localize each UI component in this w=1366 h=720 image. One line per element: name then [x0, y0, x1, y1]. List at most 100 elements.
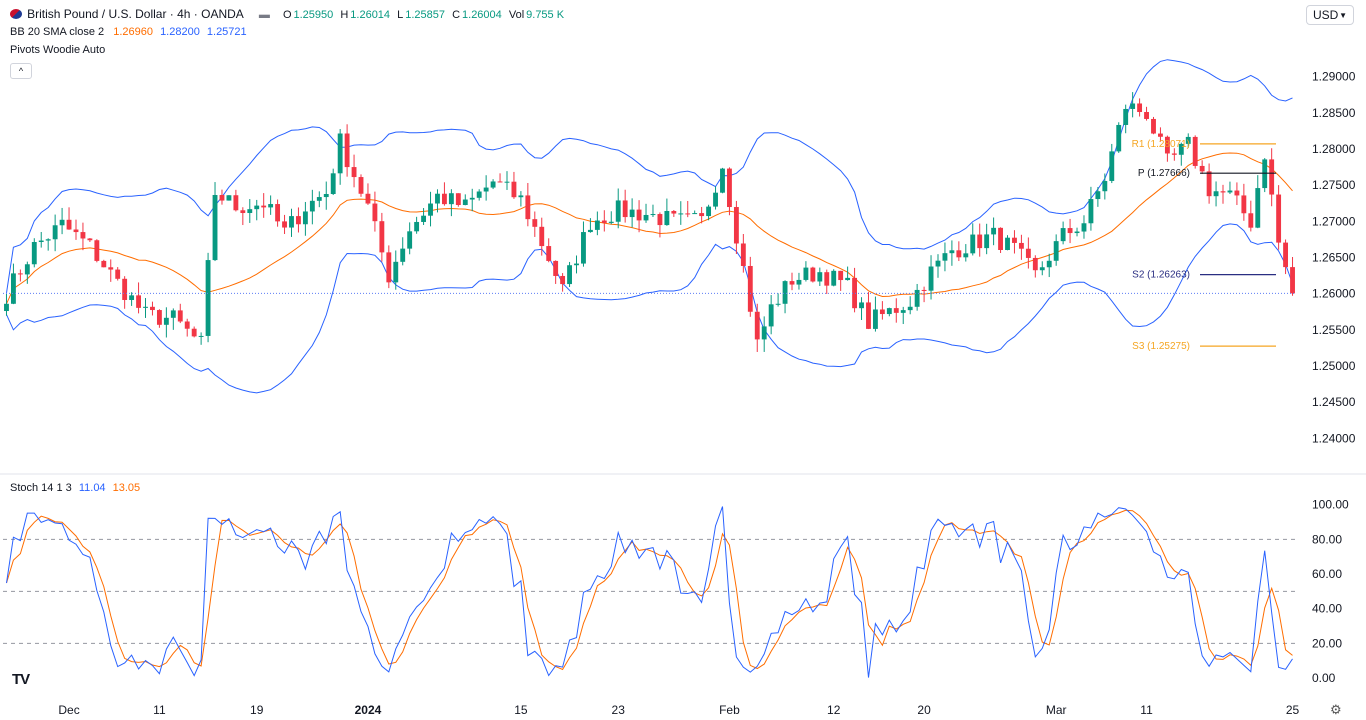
- candle-body: [657, 214, 663, 226]
- candle-body: [622, 200, 628, 218]
- candle-body: [699, 213, 705, 217]
- candle-body: [1032, 257, 1038, 271]
- legend-bb[interactable]: BB 20 SMA close 2 1.26960 1.28200 1.2572…: [10, 25, 249, 40]
- candle-body: [636, 209, 642, 221]
- candle-body: [921, 289, 927, 291]
- candle-body: [1213, 191, 1219, 197]
- stoch-axis[interactable]: 100.00 80.00 60.00 40.00 20.00 0.00: [1312, 498, 1349, 685]
- pivot-label-s2: S2 (1.26263): [1132, 270, 1190, 281]
- ohlc-o-label: O: [282, 9, 292, 21]
- candle-body: [282, 221, 287, 228]
- candle-body: [1290, 267, 1295, 294]
- candle-body: [455, 193, 461, 206]
- candle-body: [928, 266, 934, 291]
- candle-body: [24, 264, 30, 275]
- candle-body: [386, 252, 392, 283]
- legend-pivots[interactable]: Pivots Woodie Auto: [10, 43, 107, 58]
- candle-body: [678, 213, 684, 215]
- candle-body: [4, 303, 9, 312]
- candle-body: [761, 326, 767, 340]
- candle-body: [80, 232, 86, 239]
- stoch-d-value: 13.05: [112, 482, 141, 494]
- candle-body: [226, 195, 232, 201]
- candle-body: [1276, 194, 1282, 243]
- candle-body: [372, 203, 378, 222]
- candle-body: [539, 226, 545, 247]
- candle-body: [733, 207, 739, 244]
- candle-body: [296, 216, 301, 225]
- candle-body: [914, 289, 920, 307]
- candle-body: [31, 242, 37, 265]
- price-tick-label: 1.24000: [1312, 431, 1356, 445]
- currency-button[interactable]: USD ▼: [1306, 5, 1354, 25]
- stoch-tick-label: 100.00: [1312, 498, 1349, 512]
- price-axis[interactable]: 1.29000 1.28500 1.28000 1.27500 1.27000 1.265…: [1312, 70, 1356, 446]
- price-tick-label: 1.29000: [1312, 70, 1356, 84]
- candle-body: [664, 210, 670, 226]
- candle-body: [1116, 124, 1122, 152]
- eye-icon[interactable]: ▬: [258, 9, 270, 21]
- currency-label: USD: [1313, 8, 1339, 22]
- candle-body: [1018, 242, 1024, 249]
- candle-body: [73, 229, 79, 233]
- candle-body: [775, 303, 781, 305]
- candle-body: [747, 265, 753, 312]
- price-tick-label: 1.27500: [1312, 178, 1356, 192]
- gear-icon[interactable]: ⚙: [1330, 702, 1342, 717]
- candle-body: [1109, 151, 1115, 181]
- stoch-tick-label: 40.00: [1312, 602, 1342, 616]
- candle-body: [365, 193, 371, 204]
- price-tick-label: 1.25000: [1312, 359, 1356, 373]
- candle-body: [1012, 237, 1017, 243]
- symbol-title[interactable]: British Pound / U.S. Dollar · 4h · OANDA: [27, 7, 244, 21]
- candle-body: [574, 263, 579, 266]
- time-tick-label: Mar: [1046, 703, 1067, 717]
- flag-icon: [10, 9, 22, 19]
- candle-body: [525, 195, 531, 220]
- pivots-label: Pivots Woodie Auto: [10, 44, 106, 56]
- price-tick-label: 1.28500: [1312, 106, 1356, 120]
- candle-body: [1171, 153, 1177, 155]
- time-tick-label: 11: [153, 703, 166, 717]
- candle-body: [1123, 108, 1129, 125]
- bb-basis-line: [6, 152, 1293, 305]
- stoch-tick-label: 60.00: [1312, 567, 1342, 581]
- candle-body: [1185, 136, 1191, 144]
- candle-body: [247, 209, 253, 214]
- candle-body: [219, 194, 225, 201]
- candle-body: [483, 187, 489, 192]
- candle-body: [831, 270, 837, 286]
- candle-body: [233, 195, 239, 211]
- candle-body: [942, 253, 948, 261]
- candle-body: [212, 194, 218, 261]
- candle-body: [10, 273, 16, 304]
- candle-body: [407, 231, 413, 249]
- candle-body: [581, 232, 586, 264]
- collapse-legend-button[interactable]: ^: [10, 63, 32, 79]
- time-tick-label: Dec: [58, 703, 79, 717]
- legend-main: British Pound / U.S. Dollar · 4h · OANDA…: [10, 7, 566, 23]
- time-axis[interactable]: Dec 11 19 2024 15 23 Feb 12 20 Mar 11 25: [58, 703, 1299, 717]
- legend-stoch[interactable]: Stoch 14 1 3 11.04 13.05: [10, 481, 142, 496]
- candle-body: [1081, 223, 1087, 232]
- candle-body: [150, 306, 155, 311]
- price-tick-label: 1.26000: [1312, 287, 1356, 301]
- candle-body: [1046, 260, 1052, 268]
- tradingview-logo[interactable]: TV: [12, 671, 30, 688]
- candle-body: [261, 205, 267, 208]
- stoch-tick-label: 80.00: [1312, 532, 1342, 546]
- candle-body: [1039, 267, 1045, 271]
- bb-upper-value: 1.28200: [160, 26, 200, 38]
- candle-body: [872, 309, 878, 329]
- candle-body: [289, 216, 294, 228]
- stoch-k-line: [6, 506, 1293, 678]
- candle-body: [497, 181, 503, 183]
- candle-body: [949, 250, 955, 254]
- candle-body: [1220, 191, 1226, 193]
- candle-body: [1192, 136, 1198, 166]
- candle-body: [796, 279, 802, 285]
- candle-body: [956, 250, 962, 258]
- candle-body: [136, 295, 141, 308]
- candle-body: [1241, 195, 1247, 214]
